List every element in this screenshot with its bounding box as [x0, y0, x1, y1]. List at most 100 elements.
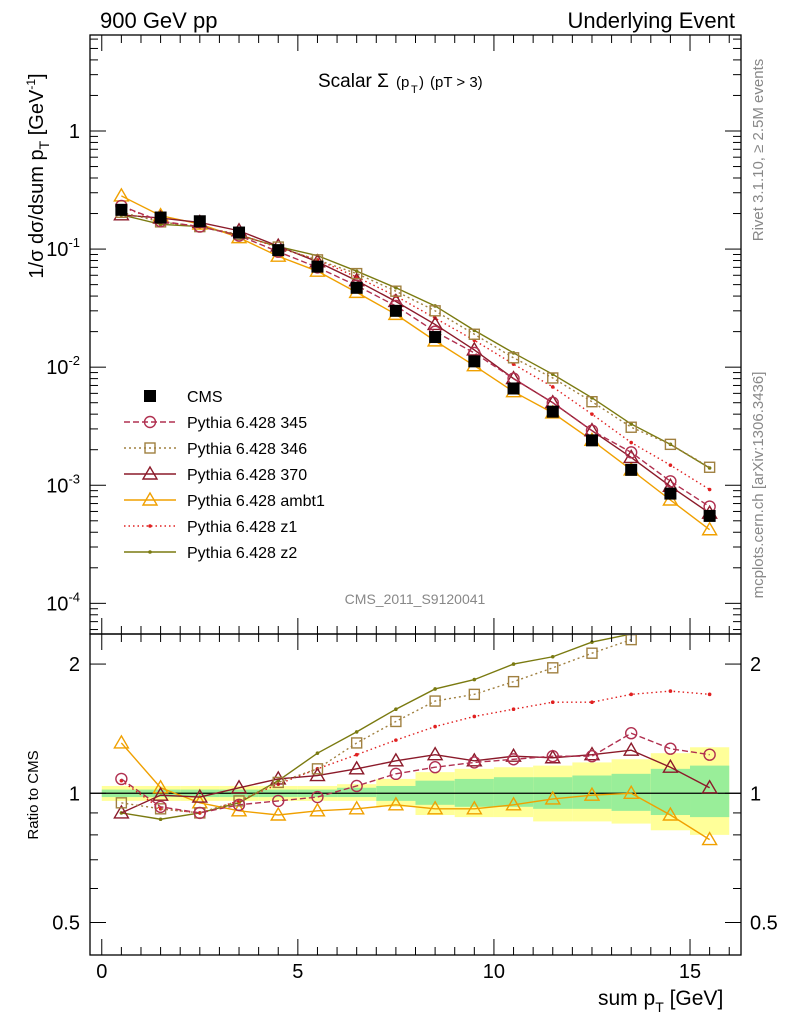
- legend-label: Pythia 6.428 346: [187, 441, 307, 458]
- ratio-point: [701, 779, 718, 794]
- ratio-point: [390, 715, 402, 728]
- main-title: Scalar Σ (p T ) (pT > 3): [318, 71, 483, 96]
- data-point: [272, 244, 285, 257]
- ratio-point: [113, 734, 130, 749]
- ratio-point: [350, 779, 363, 793]
- stat-uncertainty-band: [337, 787, 377, 798]
- ratio-point: [309, 802, 326, 817]
- data-point: [707, 487, 712, 492]
- series-pythia-6-428-346: [115, 206, 716, 473]
- data-point: [507, 382, 520, 395]
- x-tick-label: 10: [483, 961, 505, 983]
- data-point: [629, 422, 633, 426]
- data-point: [590, 412, 594, 416]
- ratio-point: [624, 727, 638, 740]
- data-point: [586, 395, 598, 408]
- ratio-point: [152, 786, 169, 801]
- ratio-point: [387, 752, 405, 767]
- legend-label: Pythia 6.428 345: [187, 415, 307, 432]
- data-point: [664, 487, 677, 500]
- ratio-point: [387, 796, 405, 811]
- y-tick-label: 10-1: [46, 235, 80, 261]
- main-series-layer: [113, 187, 718, 536]
- ratio-point: [466, 800, 483, 815]
- ratio-ylabel: Ratio to CMS: [25, 750, 42, 839]
- ratio-uncertainty-bands: [90, 747, 741, 835]
- ratio-point: [590, 700, 594, 704]
- ratio-point: [394, 738, 398, 742]
- x-tick-label: 15: [679, 961, 701, 983]
- data-point: [701, 521, 718, 536]
- ratio-point: [270, 806, 287, 821]
- header-left: 900 GeV pp: [100, 8, 217, 33]
- analysis-watermark: CMS_2011_S9120041: [345, 591, 486, 607]
- ratio-point: [272, 776, 284, 789]
- ratio-point: [191, 788, 209, 803]
- stat-uncertainty-band: [611, 773, 651, 811]
- ratio-point: [311, 763, 324, 775]
- y-tick-label: 10-3: [46, 471, 80, 497]
- ratio-point: [152, 779, 169, 794]
- data-point: [546, 405, 559, 418]
- data-point: [547, 372, 559, 384]
- data-point: [154, 211, 167, 224]
- svg-text:sum pT [GeV]: sum pT [GeV]: [598, 987, 723, 1015]
- ratio-point: [158, 817, 163, 822]
- ratio-point: [348, 760, 365, 775]
- ratio-point: [547, 662, 559, 674]
- ratio-clip: [113, 635, 718, 846]
- ratio-point: [664, 742, 677, 755]
- legend-marker: [144, 442, 156, 454]
- data-point: [625, 421, 637, 433]
- ratio-point: [586, 647, 598, 659]
- ratio-point: [468, 688, 481, 701]
- legend-entry: Pythia 6.428 346: [124, 441, 307, 458]
- data-point: [550, 385, 555, 389]
- svg-text:(p: (p: [396, 74, 409, 91]
- ratio-point: [622, 784, 640, 799]
- data-point: [390, 285, 402, 297]
- ratio-point: [232, 798, 246, 812]
- ratio-y-tick-label-right: 2: [750, 654, 761, 676]
- data-point: [468, 328, 481, 340]
- header-right: Underlying Event: [567, 8, 735, 33]
- ratio-point: [428, 761, 442, 774]
- data-point: [115, 203, 128, 216]
- ratio-line: [121, 749, 710, 814]
- stat-uncertainty-band: [690, 765, 730, 818]
- svg-text:(pT > 3): (pT > 3): [430, 74, 483, 91]
- ratio-point: [113, 804, 130, 819]
- ratio-point: [466, 752, 483, 767]
- ratio-point: [472, 677, 477, 682]
- data-point: [193, 215, 206, 228]
- svg-text:T: T: [411, 84, 418, 96]
- ratio-point: [662, 758, 679, 773]
- ratio-point: [505, 796, 522, 811]
- ratio-point: [429, 695, 441, 707]
- series-line: [121, 214, 711, 514]
- ratio-point: [311, 790, 324, 804]
- rivet-version-label: Rivet 3.1.10, ≥ 2.5M events: [750, 59, 767, 242]
- ratio-point: [662, 806, 679, 821]
- ratio-point: [433, 724, 437, 729]
- ratio-point: [354, 730, 359, 734]
- ratio-point: [585, 750, 599, 763]
- ratio-point: [193, 806, 207, 820]
- ratio-point: [354, 752, 359, 757]
- data-point: [354, 269, 359, 273]
- ratio-point: [550, 700, 555, 704]
- ratio-point: [550, 654, 555, 659]
- ratio-point: [115, 772, 128, 786]
- x-tick-label: 0: [96, 961, 107, 983]
- ratio-point: [668, 689, 673, 693]
- ratio-point: [154, 800, 167, 814]
- ratio-point: [158, 807, 163, 811]
- data-point: [233, 226, 246, 239]
- legend-entry: Pythia 6.428 z2: [124, 545, 297, 562]
- data-point: [350, 267, 363, 280]
- ratio-point: [511, 707, 516, 711]
- legend-marker: [143, 415, 157, 429]
- data-point: [350, 281, 363, 294]
- ratio-point: [472, 714, 477, 719]
- ratio-line: [120, 742, 710, 841]
